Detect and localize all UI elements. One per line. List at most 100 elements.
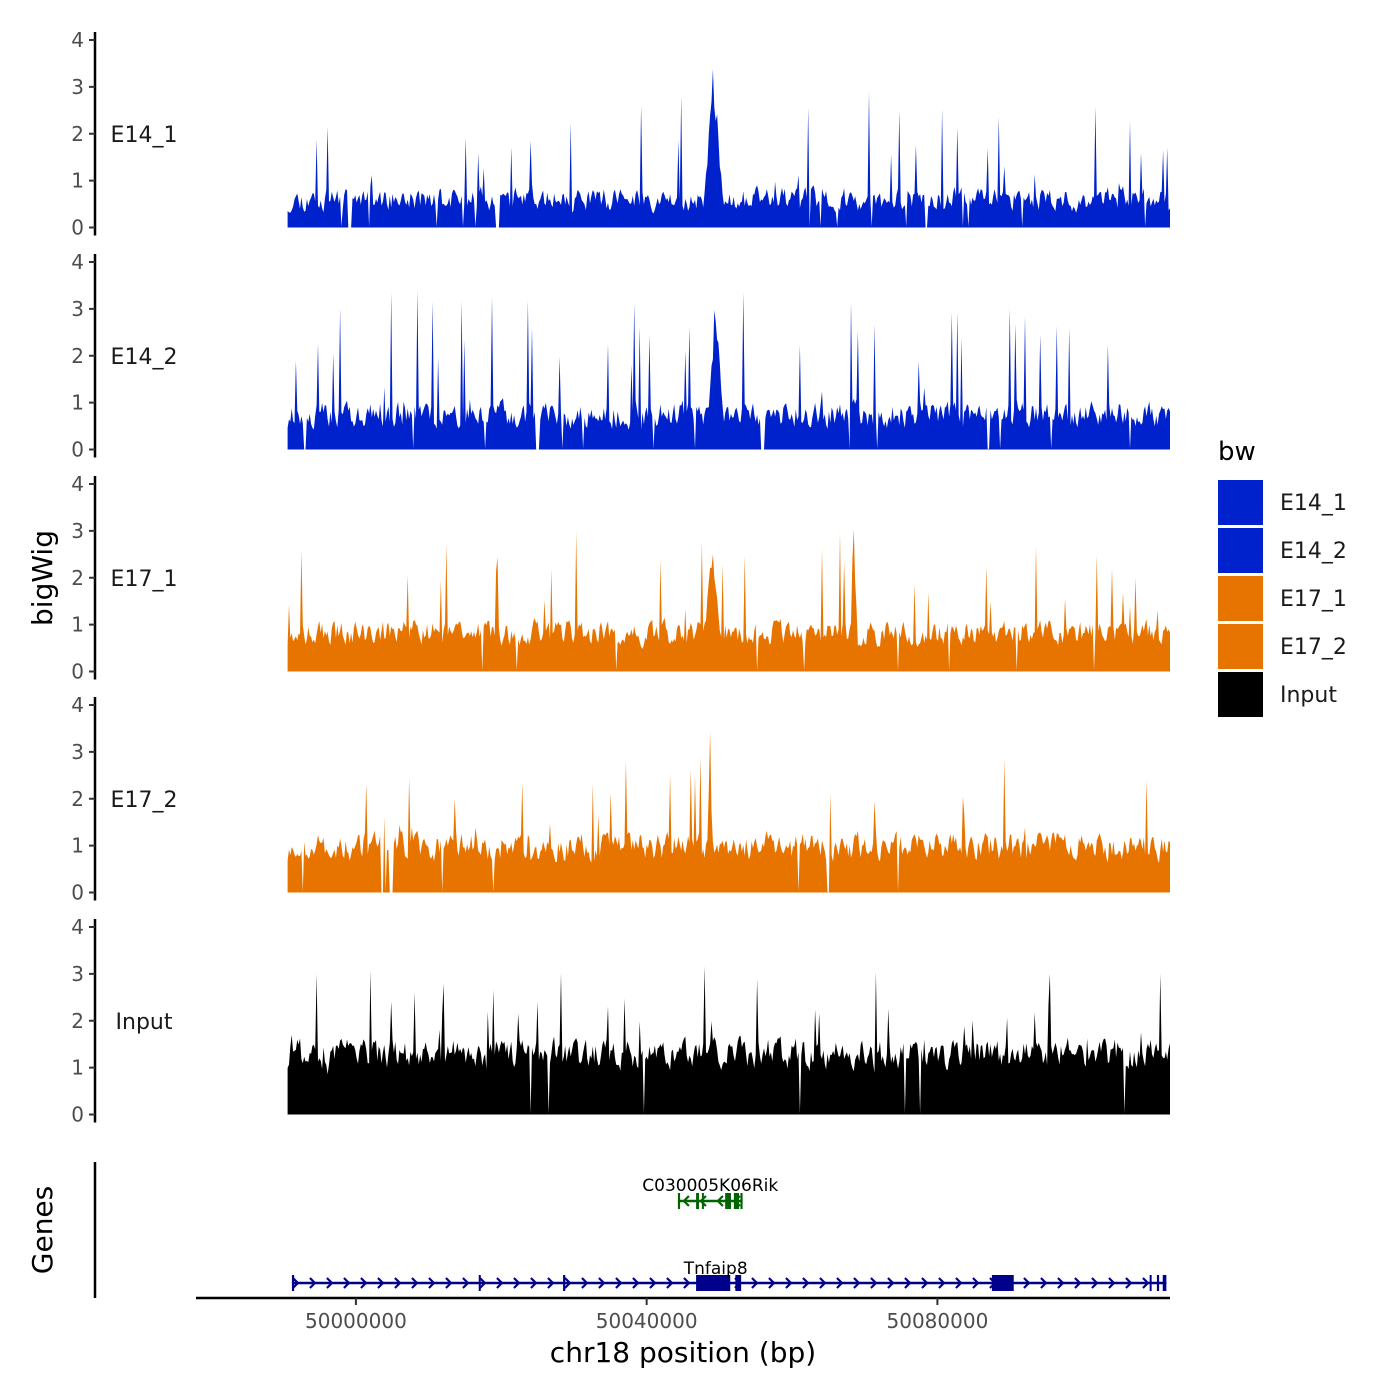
strand-arrow-icon — [598, 1277, 606, 1289]
strand-arrow-icon — [802, 1277, 810, 1289]
y-tick-label: 4 — [71, 250, 84, 274]
strand-arrow-icon — [513, 1277, 521, 1289]
strand-arrow-icon — [836, 1277, 844, 1289]
strand-arrow-icon — [666, 1277, 674, 1289]
y-tick-label: 2 — [71, 1009, 84, 1033]
exon — [1162, 1275, 1167, 1291]
exon — [725, 1193, 731, 1209]
strand-arrow-icon — [785, 1277, 793, 1289]
strand-arrow-icon — [1125, 1277, 1133, 1289]
exon — [1149, 1275, 1152, 1291]
signal-area-e14-2 — [287, 290, 1171, 450]
y-tick-label: 2 — [71, 122, 84, 146]
strand-arrow-icon — [904, 1277, 912, 1289]
strand-arrow-icon — [547, 1277, 555, 1289]
legend-swatch — [1218, 624, 1263, 669]
track-e17-2: 0 1 2 3 4 E17_2 — [71, 693, 1171, 905]
legend-label: E17_2 — [1280, 635, 1347, 660]
strand-arrow-icon — [496, 1277, 504, 1289]
gene-c030005k06rik: C030005K06Rik — [642, 1176, 778, 1209]
track-label: E17_2 — [111, 788, 178, 813]
legend-label: E14_2 — [1280, 539, 1347, 564]
y-tick-label: 0 — [71, 660, 84, 684]
track-label: E17_1 — [111, 567, 178, 592]
legend: bw E14_1 E14_2 E17_1 E17_2 Input — [1218, 437, 1347, 717]
strand-arrow-icon — [972, 1277, 980, 1289]
legend-label: Input — [1280, 683, 1337, 708]
y-tick-label: 4 — [71, 472, 84, 496]
strand-arrow-icon — [615, 1277, 623, 1289]
strand-arrow-icon — [853, 1277, 861, 1289]
strand-arrow-icon — [581, 1277, 589, 1289]
strand-arrow-icon — [716, 1195, 724, 1207]
strand-arrow-icon — [699, 1195, 707, 1207]
track-label: Input — [116, 1010, 173, 1035]
strand-arrow-icon — [326, 1277, 334, 1289]
strand-arrow-icon — [1074, 1277, 1082, 1289]
exon — [677, 1193, 681, 1209]
y-tick-label: 2 — [71, 787, 84, 811]
strand-arrow-icon — [870, 1277, 878, 1289]
strand-arrow-icon — [649, 1277, 657, 1289]
strand-arrow-icon — [1040, 1277, 1048, 1289]
x-tick-label: 50080000 — [887, 1309, 989, 1333]
x-axis-title: chr18 position (bp) — [550, 1336, 816, 1369]
strand-arrow-icon — [1108, 1277, 1116, 1289]
strand-arrow-icon — [682, 1195, 690, 1207]
strand-arrow-icon — [938, 1277, 946, 1289]
strand-arrow-icon — [921, 1277, 929, 1289]
gene-tnfaip8: Tnfaip8 — [291, 1259, 1167, 1291]
y-tick-label: 1 — [71, 391, 84, 415]
strand-arrow-icon — [1057, 1277, 1065, 1289]
y-tick-label: 3 — [71, 740, 84, 764]
signal-area-e14-1 — [287, 69, 1171, 228]
gene-label: C030005K06Rik — [642, 1176, 778, 1196]
strand-arrow-icon — [887, 1277, 895, 1289]
track-e17-1: 0 1 2 3 4 E17_1 — [71, 472, 1171, 684]
exon — [563, 1275, 566, 1291]
strand-arrow-icon — [1142, 1277, 1150, 1289]
exon — [735, 1275, 742, 1291]
strand-arrow-icon — [309, 1277, 317, 1289]
exon — [291, 1275, 295, 1291]
y-tick-label: 1 — [71, 834, 84, 858]
strand-arrow-icon — [1091, 1277, 1099, 1289]
y-tick-label: 3 — [71, 519, 84, 543]
strand-arrow-icon — [343, 1277, 351, 1289]
strand-arrow-icon — [428, 1277, 436, 1289]
track-e14-1: 0 1 2 3 4 E14_1 — [71, 28, 1171, 240]
y-tick-label: 0 — [71, 1103, 84, 1127]
strand-arrow-icon — [530, 1277, 538, 1289]
strand-arrow-icon — [819, 1277, 827, 1289]
y-tick-label: 0 — [71, 438, 84, 462]
x-axis: 50000000 50040000 50080000 — [196, 1296, 1170, 1333]
y-tick-label: 2 — [71, 566, 84, 590]
genes-track: C030005K06Rik Tnfaip8 — [93, 1162, 1167, 1298]
y-axis-title: bigWig — [26, 530, 59, 626]
strand-arrow-icon — [683, 1277, 691, 1289]
gene-label: Tnfaip8 — [683, 1259, 748, 1279]
signal-area-e17-2 — [287, 731, 1171, 893]
strand-arrow-icon — [564, 1277, 572, 1289]
exon — [478, 1275, 481, 1291]
track-e14-2: 0 1 2 3 4 E14_2 — [71, 250, 1171, 462]
strand-arrow-icon — [632, 1277, 640, 1289]
strand-arrow-icon — [377, 1277, 385, 1289]
y-tick-label: 4 — [71, 915, 84, 939]
signal-tracks: 0 1 2 3 4 E14_1 0 1 2 3 4 E14_2 0 1 2 3 4 E17_1 0 1 2 3 4 E17_2… — [71, 28, 1171, 1127]
strand-arrow-icon — [768, 1277, 776, 1289]
exon — [733, 1193, 739, 1209]
strand-arrow-icon — [445, 1277, 453, 1289]
y-tick-label: 3 — [71, 75, 84, 99]
strand-arrow-icon — [394, 1277, 402, 1289]
legend-swatch — [1218, 528, 1263, 573]
strand-arrow-icon — [479, 1277, 487, 1289]
exon — [1156, 1275, 1160, 1291]
x-tick-label: 50000000 — [305, 1309, 407, 1333]
x-tick-label: 50040000 — [596, 1309, 698, 1333]
genes-axis-title: Genes — [26, 1186, 59, 1274]
y-tick-label: 3 — [71, 962, 84, 986]
y-tick-label: 4 — [71, 693, 84, 717]
exon — [991, 1275, 1014, 1291]
